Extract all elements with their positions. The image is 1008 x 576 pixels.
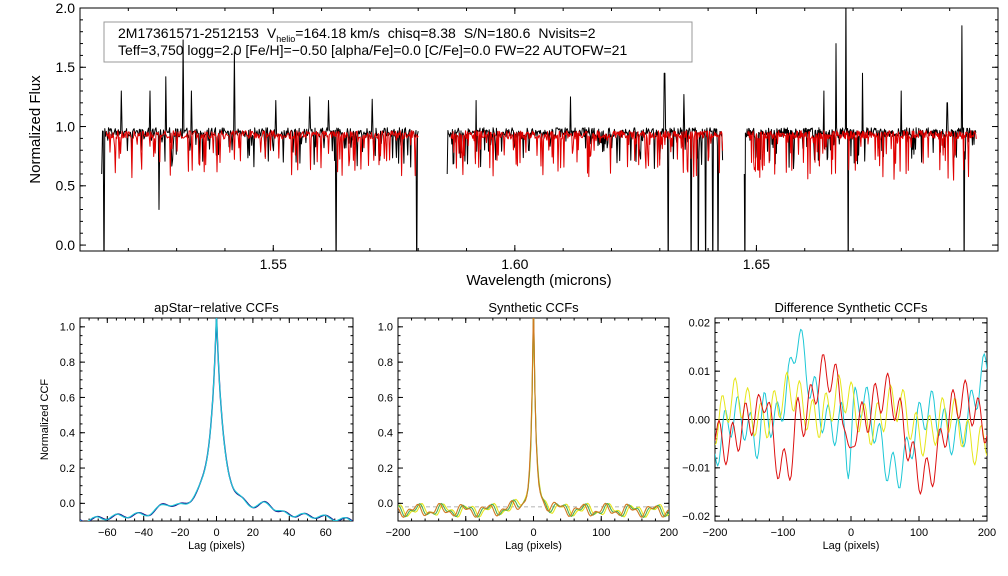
ccf3-line-3 <box>715 354 987 495</box>
chisq-value: chisq=8.38 <box>388 25 456 41</box>
plot-frame <box>79 317 354 522</box>
x-tick-label: −40 <box>134 527 153 539</box>
plot-frame <box>397 317 670 522</box>
x-tick-label: 0 <box>213 527 219 539</box>
star-id: 2M17361571-2512153 <box>118 25 259 41</box>
ccf1-line-1 <box>80 318 353 521</box>
x-tick-label: 0 <box>848 527 854 539</box>
info-box <box>103 21 693 63</box>
x-tick-label: 200 <box>978 527 996 539</box>
x-axis-label: Lag (pixels) <box>188 540 245 552</box>
snr-value: S/N=180.6 <box>464 25 531 41</box>
difference-ccf-panel: −200 −100 0 100 200 −0.02 −0.01 0.00 0.01 0.02 Dif… <box>682 300 996 552</box>
ccf3-line-2 <box>715 371 987 466</box>
x-tick-label: 20 <box>247 527 259 539</box>
ccf2-line-1 <box>398 318 669 518</box>
apstar-ccf-panel: −60 −40 −20 0 20 40 60 0.0 0.2 0.4 0.6 0.8 1.0 apStar… <box>39 300 354 552</box>
x-tick-label: 1.60 <box>501 256 528 272</box>
y-tick-label: 0.01 <box>689 366 710 378</box>
x-axis-label: Lag (pixels) <box>505 540 562 552</box>
x-tick-label: 0 <box>530 527 536 539</box>
y-axis-label: Normalized Flux <box>27 75 44 184</box>
observed-spectrum-chip-1 <box>101 39 419 251</box>
observed-spectrum-chip-2 <box>446 72 724 251</box>
synthetic-ccf-panel: −200 −100 0 100 200 0.0 0.2 0.4 0.6 0.8 1.0 Synthet… <box>378 300 678 552</box>
y-axis-label: Normalized CCF <box>39 379 51 461</box>
x-tick-label: 200 <box>660 527 678 539</box>
x-tick-label: 1.65 <box>743 256 770 272</box>
ccf2-line-2 <box>398 318 669 518</box>
panel-title: Difference Synthetic CCFs <box>775 300 928 315</box>
y-tick-label: 0.2 <box>60 463 75 475</box>
panel-title: Synthetic CCFs <box>488 300 579 315</box>
x-tick-label: −200 <box>386 527 411 539</box>
y-tick-label: −0.02 <box>682 511 710 523</box>
x-tick-label: 60 <box>320 527 332 539</box>
y-tick-label: 0.5 <box>56 178 76 194</box>
y-tick-label: 1.0 <box>378 322 393 334</box>
ccf2-line-3 <box>398 318 669 518</box>
y-tick-label: 2.0 <box>56 0 76 16</box>
header-line-2: Teff=3,750 logg=2.0 [Fe/H]=−0.50 [alpha/… <box>118 42 627 58</box>
y-tick-label: 0.4 <box>378 428 393 440</box>
model-spectrum-chip-1 <box>105 130 419 179</box>
ccf1-line-2 <box>80 318 353 521</box>
header-line-1: 2M17361571-2512153 Vhelio=164.18 km/s chis… <box>118 25 596 44</box>
x-axis-label: Wavelength (microns) <box>466 272 611 289</box>
y-tick-label: 0.8 <box>378 357 393 369</box>
x-tick-label: 40 <box>283 527 295 539</box>
y-tick-label: 1.0 <box>60 322 75 334</box>
y-tick-label: 0.4 <box>60 428 75 440</box>
x-tick-label: −100 <box>771 527 796 539</box>
y-tick-label: 0.0 <box>378 498 393 510</box>
x-tick-label: 100 <box>592 527 610 539</box>
y-tick-label: 0.6 <box>378 392 393 404</box>
x-tick-label: −60 <box>98 527 117 539</box>
y-tick-label: 0.2 <box>378 463 393 475</box>
y-tick-label: 0.0 <box>60 498 75 510</box>
y-tick-label: 1.0 <box>56 118 76 134</box>
x-axis-label: Lag (pixels) <box>823 540 880 552</box>
x-tick-label: −20 <box>171 527 190 539</box>
x-tick-label: 100 <box>910 527 928 539</box>
vhelio-symbol: V <box>267 25 277 41</box>
plot-frame <box>79 7 999 252</box>
model-spectrum-chip-3 <box>747 130 977 181</box>
x-tick-label: −100 <box>453 527 478 539</box>
y-tick-label: 1.5 <box>56 59 76 75</box>
y-tick-label: 0.00 <box>689 414 710 426</box>
vhelio-subscript: helio <box>276 34 295 44</box>
y-tick-label: −0.01 <box>682 463 710 475</box>
y-tick-label: 0.6 <box>60 392 75 404</box>
spectrum-panel: 1.55 1.60 1.65 0.0 0.5 1.0 1.5 2.0 Wavelength (m… <box>27 0 999 289</box>
nvisits-value: Nvisits=2 <box>538 25 595 41</box>
y-tick-label: 0.8 <box>60 357 75 369</box>
y-tick-label: 0.02 <box>689 318 710 330</box>
x-tick-label: 1.55 <box>260 256 287 272</box>
panel-title: apStar−relative CCFs <box>154 300 279 315</box>
vhelio-value: =164.18 km/s <box>295 25 379 41</box>
x-tick-label: −200 <box>703 527 728 539</box>
y-tick-label: 0.0 <box>56 237 76 253</box>
ccf3-line-1 <box>715 328 987 489</box>
model-spectrum-chip-2 <box>450 130 724 178</box>
